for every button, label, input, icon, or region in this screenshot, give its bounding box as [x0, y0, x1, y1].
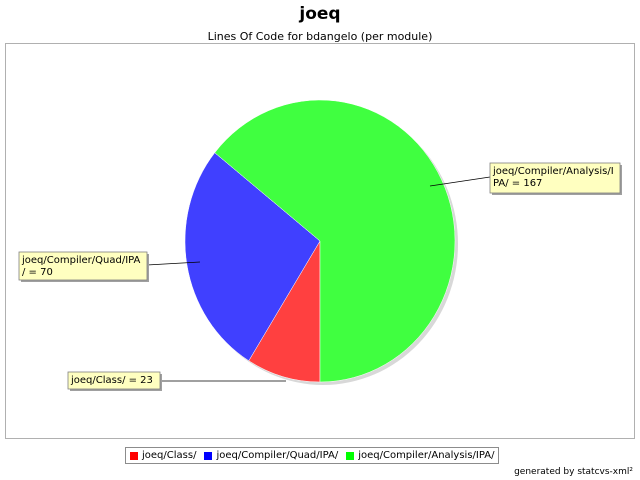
slice-label-text-1-1: joeq/Class/ = 23 — [70, 375, 153, 386]
pie-slice-2 — [184, 152, 321, 362]
legend-item-1: joeq/Class/ — [130, 450, 196, 461]
slice-label-text-3-2: PA/ = 167 — [493, 178, 542, 189]
legend-item-2: joeq/Compiler/Quad/IPA/ — [204, 450, 338, 461]
chart-subtitle: Lines Of Code for bdangelo (per module) — [207, 30, 433, 43]
legend-label-1: joeq/Class/ — [142, 450, 197, 461]
slice-label-text-3-1: joeq/Compiler/Analysis/I — [492, 166, 614, 177]
slice-label-box-1 — [67, 371, 161, 390]
slice-label-text-2-2: / = 70 — [22, 267, 53, 278]
legend-swatch-1 — [130, 451, 138, 460]
slice-label-text-2-1: joeq/Compiler/Quad/IPA — [21, 255, 141, 266]
slice-label-box-3 — [489, 162, 621, 194]
legend-swatch-2 — [204, 451, 213, 460]
pie-slice-3 — [214, 99, 456, 383]
slice-label-box-2 — [18, 251, 148, 281]
legend: joeq/Class/joeq/Compiler/Quad/IPA/joeq/C… — [125, 447, 500, 464]
legend-label-2: joeq/Compiler/Quad/IPA/ — [216, 450, 339, 461]
chart-title: joeq — [299, 4, 341, 24]
slice-label-leader-3 — [429, 176, 491, 187]
footer-credit: generated by statcvs-xml² — [514, 467, 633, 477]
legend-label-3: joeq/Compiler/Analysis/IPA/ — [358, 450, 495, 461]
slice-label-leader-2 — [146, 261, 201, 266]
legend-item-3: joeq/Compiler/Analysis/IPA/ — [346, 450, 494, 461]
legend-swatch-3 — [346, 451, 355, 460]
